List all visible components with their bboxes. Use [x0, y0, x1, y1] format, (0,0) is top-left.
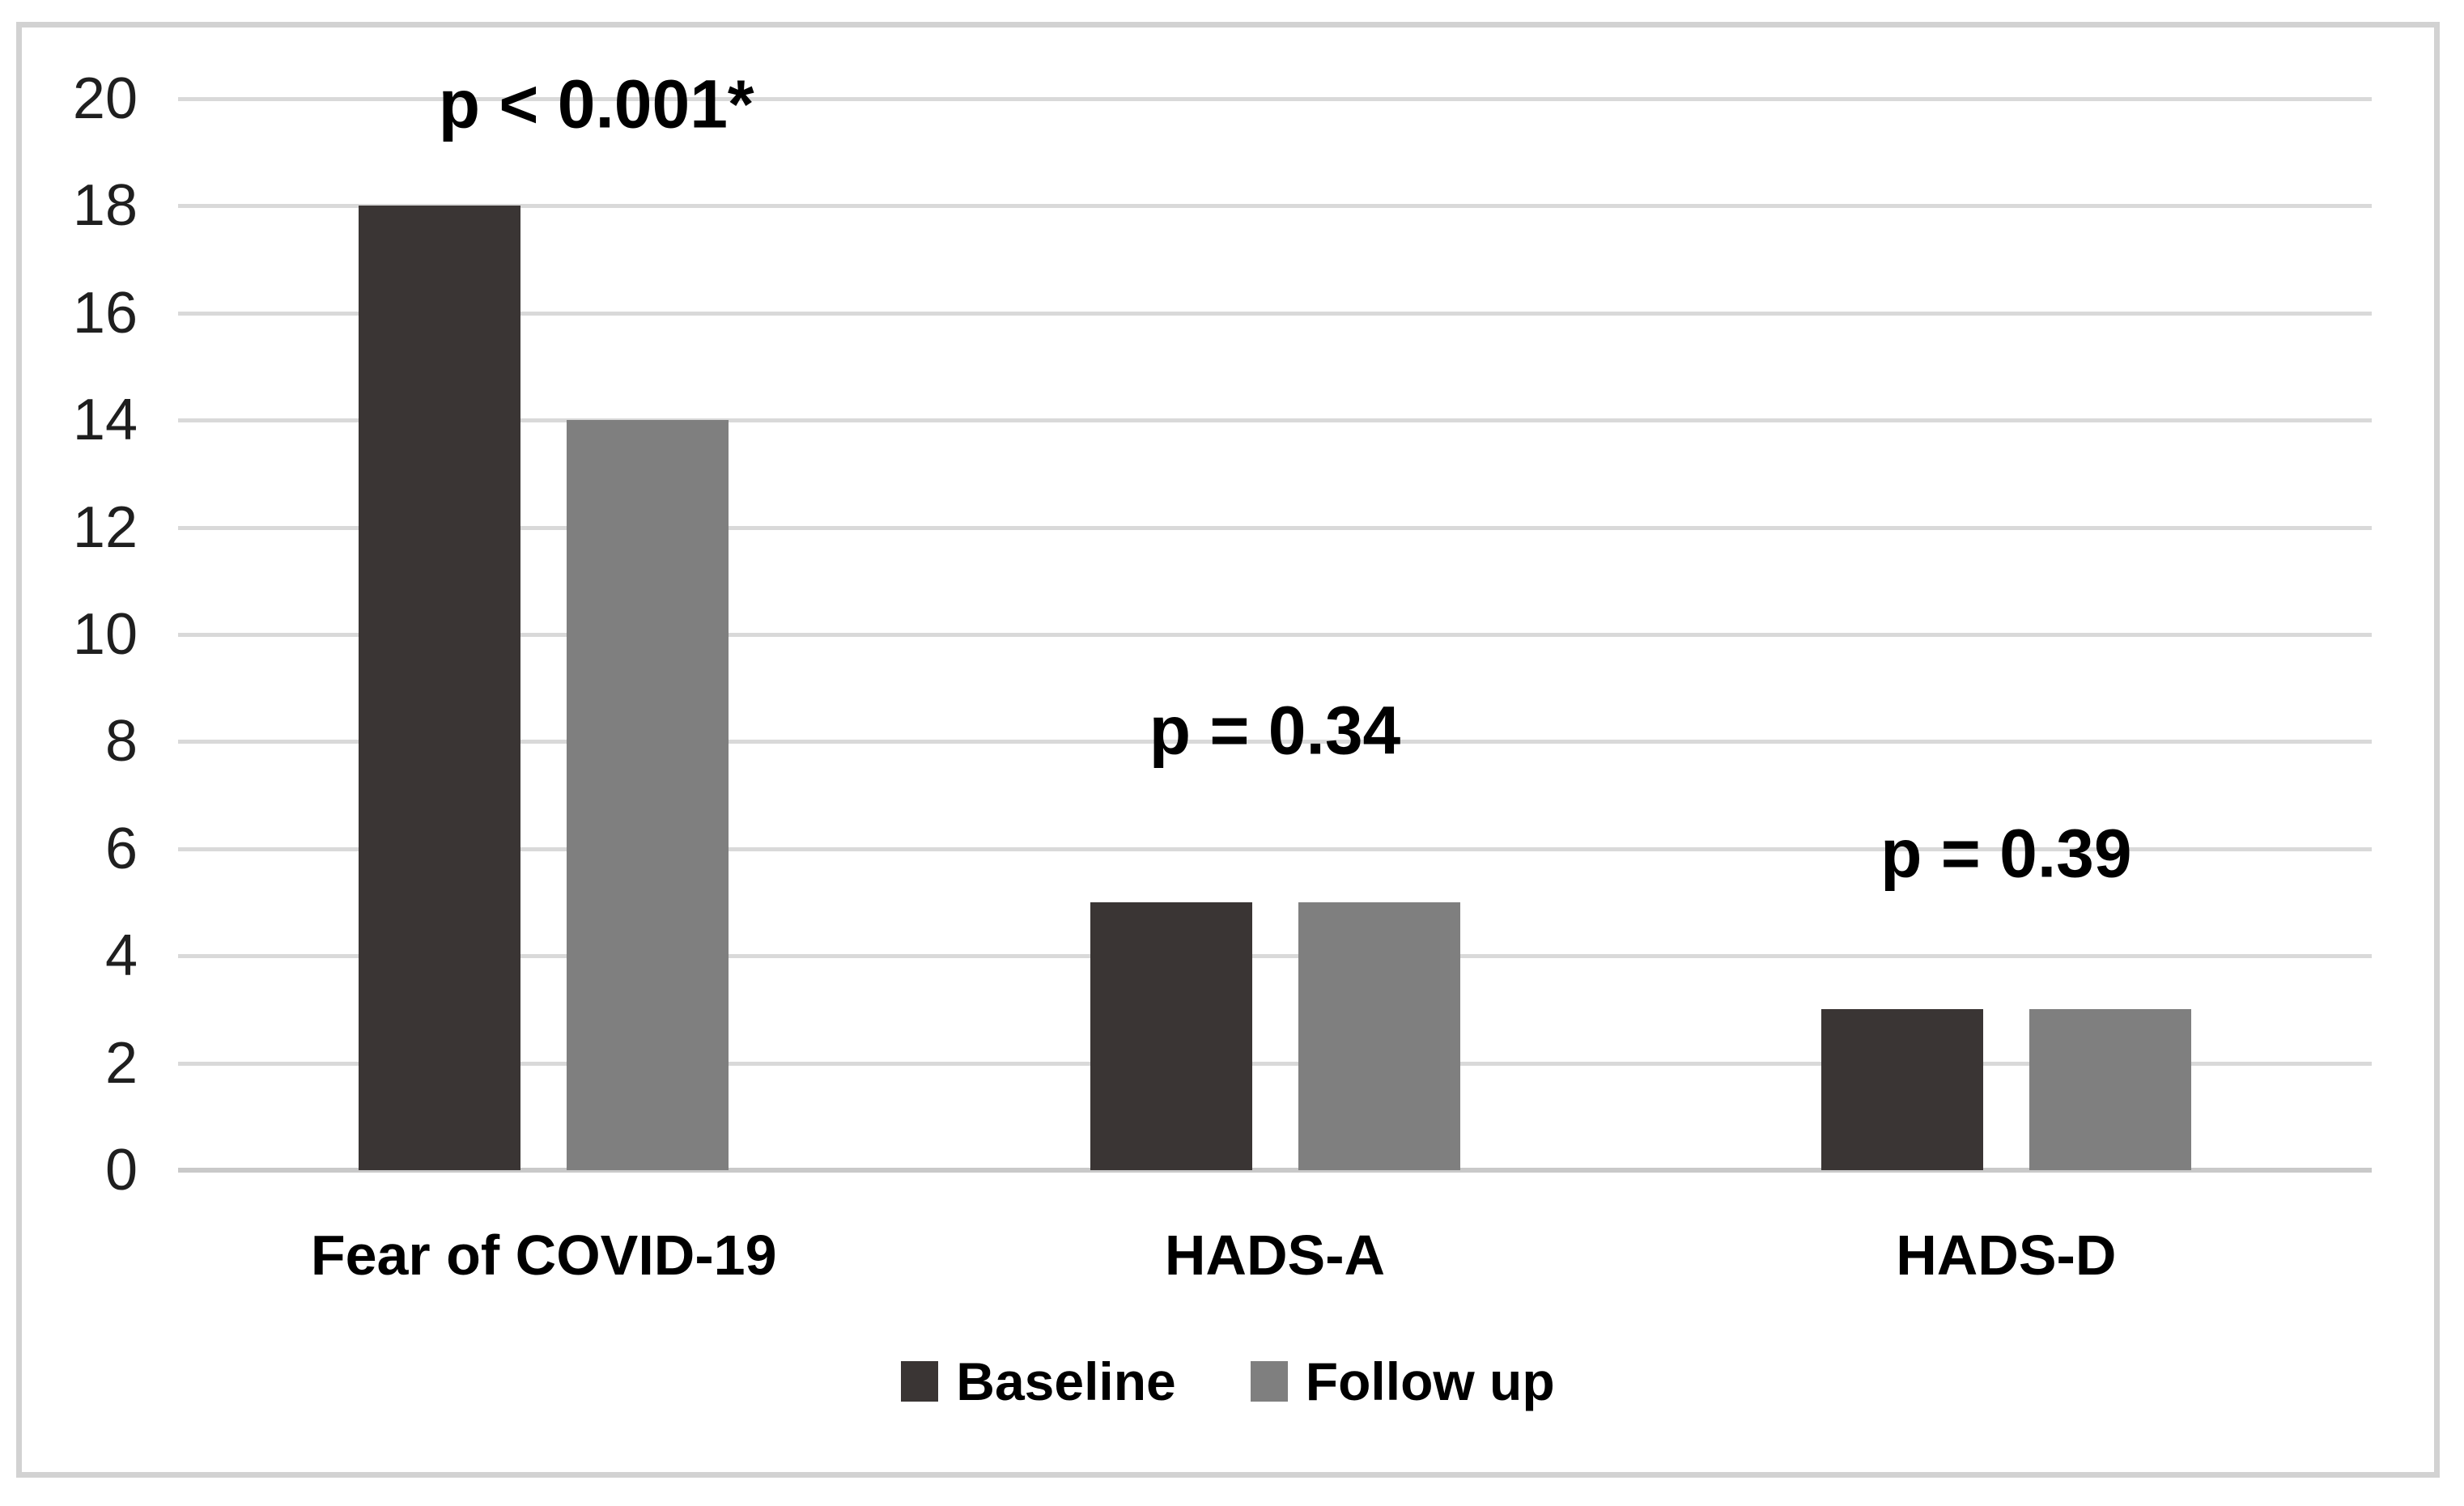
legend-swatch-baseline: [901, 1361, 939, 1402]
y-axis-tick-label: 14: [72, 388, 138, 453]
p-value-annotation: p = 0.39: [1880, 815, 2132, 892]
y-axis-tick-label: 8: [104, 709, 138, 774]
gridline: [178, 204, 2372, 209]
y-axis-tick-label: 0: [104, 1138, 138, 1203]
x-axis-category-label: HADS-A: [1164, 1224, 1386, 1287]
gridline: [178, 525, 2372, 530]
gridline: [178, 1061, 2372, 1066]
gridline: [178, 954, 2372, 959]
bar-baseline-hads-d: [1820, 1009, 1983, 1170]
x-axis-category-label: HADS-D: [1896, 1224, 2117, 1287]
gridline: [178, 846, 2372, 851]
y-axis-tick-label: 6: [104, 816, 138, 881]
y-axis-tick-label: 20: [72, 66, 138, 131]
p-value-annotation: p < 0.001*: [438, 66, 754, 142]
bar-baseline-hads-a: [1090, 902, 1252, 1170]
gridline: [178, 97, 2372, 101]
y-axis-tick-label: 4: [104, 923, 138, 989]
y-axis-tick-label: 16: [72, 280, 138, 346]
legend-item-baseline: Baseline: [901, 1345, 1176, 1418]
y-axis-tick-label: 12: [72, 494, 138, 560]
x-axis-category-label: Fear of COVID-19: [310, 1224, 777, 1287]
x-axis-line: [178, 1168, 2372, 1173]
y-axis-tick-label: 10: [72, 602, 138, 667]
gridline: [178, 311, 2372, 316]
bar-follow-up-hads-a: [1298, 902, 1460, 1170]
legend-swatch-follow-up: [1250, 1361, 1288, 1402]
gridline: [178, 418, 2372, 423]
y-axis-tick-label: 2: [104, 1030, 138, 1096]
legend: Baseline Follow up: [16, 1345, 2440, 1418]
bar-follow-up-hads-d: [2029, 1009, 2191, 1170]
gridline: [178, 633, 2372, 637]
legend-label: Baseline: [956, 1351, 1176, 1411]
p-value-annotation: p = 0.34: [1149, 692, 1401, 769]
y-axis-tick-label: 18: [72, 173, 138, 239]
bar-follow-up-fear-of-covid-19: [567, 420, 729, 1170]
legend-label: Follow up: [1305, 1351, 1555, 1411]
legend-item-follow-up: Follow up: [1250, 1345, 1555, 1418]
bar-baseline-fear-of-covid-19: [359, 206, 521, 1170]
gridline: [178, 740, 2372, 745]
